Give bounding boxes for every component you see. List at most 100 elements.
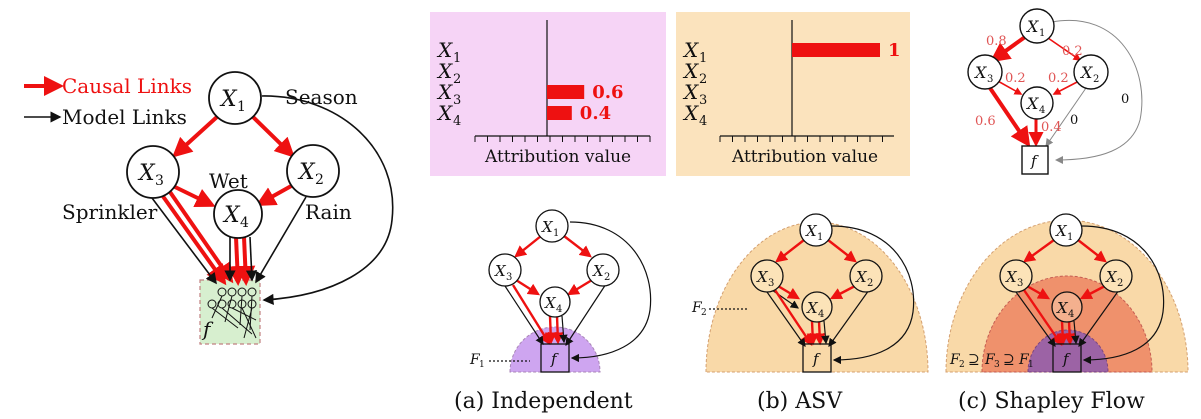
a-edge-x1-f-black bbox=[569, 221, 652, 363]
a-edge-x4-f-red2 bbox=[551, 315, 564, 345]
flow-edge-x2-f bbox=[1045, 87, 1087, 147]
flow-node-f-label: f bbox=[1030, 152, 1039, 170]
bar-x4 bbox=[547, 106, 572, 120]
a-node-x3 bbox=[488, 253, 522, 287]
b-edge-x1-x2 bbox=[827, 239, 857, 263]
node-x1 bbox=[208, 71, 262, 125]
legend: Causal Links Model Links bbox=[24, 74, 192, 129]
c-node-x1 bbox=[1049, 213, 1083, 247]
a-node-x2-sub: 2 bbox=[604, 272, 610, 283]
c-edge-x3-f-black bbox=[1015, 291, 1056, 347]
c-set-label: F 2 ⊇ F 3 ⊇ F 1 bbox=[949, 352, 1034, 370]
flow-label-x2-f: 0 bbox=[1070, 113, 1078, 128]
c-node-x1-sub: 1 bbox=[1067, 232, 1073, 243]
a-node-x1-sub: 1 bbox=[553, 228, 559, 239]
c-node-x3 bbox=[999, 259, 1033, 293]
b-node-x3 bbox=[750, 259, 784, 293]
edge-x3-f-red2 bbox=[168, 190, 234, 284]
flow-edge-x1-x2 bbox=[1047, 37, 1082, 61]
c-node-x2 bbox=[1099, 259, 1133, 293]
flow-node-x1 bbox=[1019, 8, 1055, 44]
flow-node-x4-sub: 4 bbox=[1039, 105, 1045, 116]
category-label-x1: X bbox=[682, 38, 699, 62]
flow-node-f bbox=[1021, 145, 1049, 175]
a-node-x3-label: X bbox=[494, 262, 507, 280]
b-node-x1-sub: 1 bbox=[817, 232, 823, 243]
category-label-x4: X bbox=[436, 101, 453, 125]
edge-x1-x2 bbox=[250, 114, 295, 158]
a-node-f-label: f bbox=[550, 350, 559, 368]
caption-c: (c) Shapley Flow bbox=[958, 389, 1145, 414]
b-node-x1-label: X bbox=[805, 222, 818, 240]
a-f1-label: F bbox=[469, 352, 481, 368]
main-causal-graph: f X 1 X 3 X 2 X 4 Season Wet Sprinkler R… bbox=[62, 71, 394, 345]
b-edge-x2-x4 bbox=[829, 284, 856, 300]
bars: 1 bbox=[792, 40, 901, 61]
c-edge-x4-f-black bbox=[1071, 320, 1080, 345]
edge-x2-f-black bbox=[255, 196, 307, 284]
c-set-f3-sub: 3 bbox=[994, 360, 1000, 370]
flow-node-x2-sub: 2 bbox=[1093, 74, 1099, 85]
c-node-x4-label: X bbox=[1056, 299, 1069, 317]
bar-x3 bbox=[547, 85, 585, 99]
chart-background bbox=[676, 12, 910, 176]
c-node-x3-sub: 3 bbox=[1017, 278, 1023, 289]
flow-edge-x1-x3 bbox=[989, 35, 1027, 63]
flow-edge-x1-f bbox=[1051, 20, 1143, 164]
c-set-f1-sub: 1 bbox=[1028, 360, 1034, 370]
b-edge-x3-f-red bbox=[774, 289, 813, 346]
c-edge-x2-x4 bbox=[1079, 284, 1106, 300]
flow-node-x4-label: X bbox=[1025, 94, 1039, 113]
flow-label-x2-x4: 0.2 bbox=[1048, 71, 1069, 86]
b-edge-x1-f-black bbox=[831, 225, 915, 365]
a-node-x2 bbox=[586, 253, 620, 287]
node-x1-label: X bbox=[219, 87, 238, 112]
edge-x3-x4 bbox=[172, 184, 216, 207]
flow-label-x3-f: 0.6 bbox=[975, 114, 996, 129]
category-label-x4: X bbox=[682, 101, 699, 125]
b-node-f-label: f bbox=[812, 350, 821, 368]
region-f3-c bbox=[981, 275, 1153, 373]
category-labels: X 1X 2X 3X 4 bbox=[682, 38, 707, 129]
a-node-f bbox=[540, 343, 570, 373]
category-label-sub-x2: 2 bbox=[699, 72, 707, 87]
flow-node-x4 bbox=[1020, 86, 1054, 120]
c-edge-x1-x2 bbox=[1077, 239, 1107, 263]
node-x1-sub: 1 bbox=[237, 99, 246, 115]
c-node-f-label: f bbox=[1062, 350, 1071, 368]
b-edge-x3-f-black bbox=[766, 291, 806, 347]
category-label-sub-x4: 4 bbox=[699, 114, 707, 129]
b-node-x4-sub: 4 bbox=[818, 309, 824, 320]
category-label-sub-x3: 3 bbox=[453, 93, 461, 108]
category-label-x2: X bbox=[682, 59, 699, 83]
bars: 0.60.4 bbox=[547, 82, 624, 124]
flow-label-x3-x4: 0.2 bbox=[1005, 71, 1026, 86]
c-set-f2-sub: 2 bbox=[959, 360, 965, 370]
node-x3-label: X bbox=[137, 161, 156, 186]
b-edge-x4-f-red2 bbox=[813, 320, 826, 346]
a-node-x1-label: X bbox=[541, 218, 554, 236]
edge-x1-x3 bbox=[172, 114, 220, 158]
a-node-x3-sub: 3 bbox=[506, 272, 512, 283]
node-x3-sub: 3 bbox=[155, 173, 164, 189]
value-label-x1: 1 bbox=[888, 40, 901, 61]
edge-x4-f-red1 bbox=[227, 236, 248, 286]
flow-node-x3-label: X bbox=[973, 63, 987, 82]
c-node-x4-sub: 4 bbox=[1068, 309, 1074, 320]
x-axis-ticks bbox=[474, 136, 651, 142]
node-x2 bbox=[286, 144, 340, 198]
flow-edge-x3-x4 bbox=[995, 79, 1023, 95]
c-set-f3: F bbox=[984, 352, 996, 368]
bar-x1 bbox=[792, 43, 880, 57]
node-x4 bbox=[213, 189, 263, 239]
b-node-x1 bbox=[799, 213, 833, 247]
b-edge-x4-f-red1 bbox=[806, 320, 819, 346]
b-node-x3-sub: 3 bbox=[768, 278, 774, 289]
edge-x1-f-black bbox=[261, 95, 394, 306]
caption-a: (a) Independent bbox=[454, 389, 633, 414]
edge-x3-f-black bbox=[151, 197, 217, 285]
flow-node-x3-sub: 3 bbox=[987, 74, 993, 85]
c-set-sup1: ⊇ bbox=[968, 352, 980, 368]
flow-label-x1-x2: 0.2 bbox=[1062, 44, 1083, 59]
b-node-x4 bbox=[801, 291, 833, 323]
